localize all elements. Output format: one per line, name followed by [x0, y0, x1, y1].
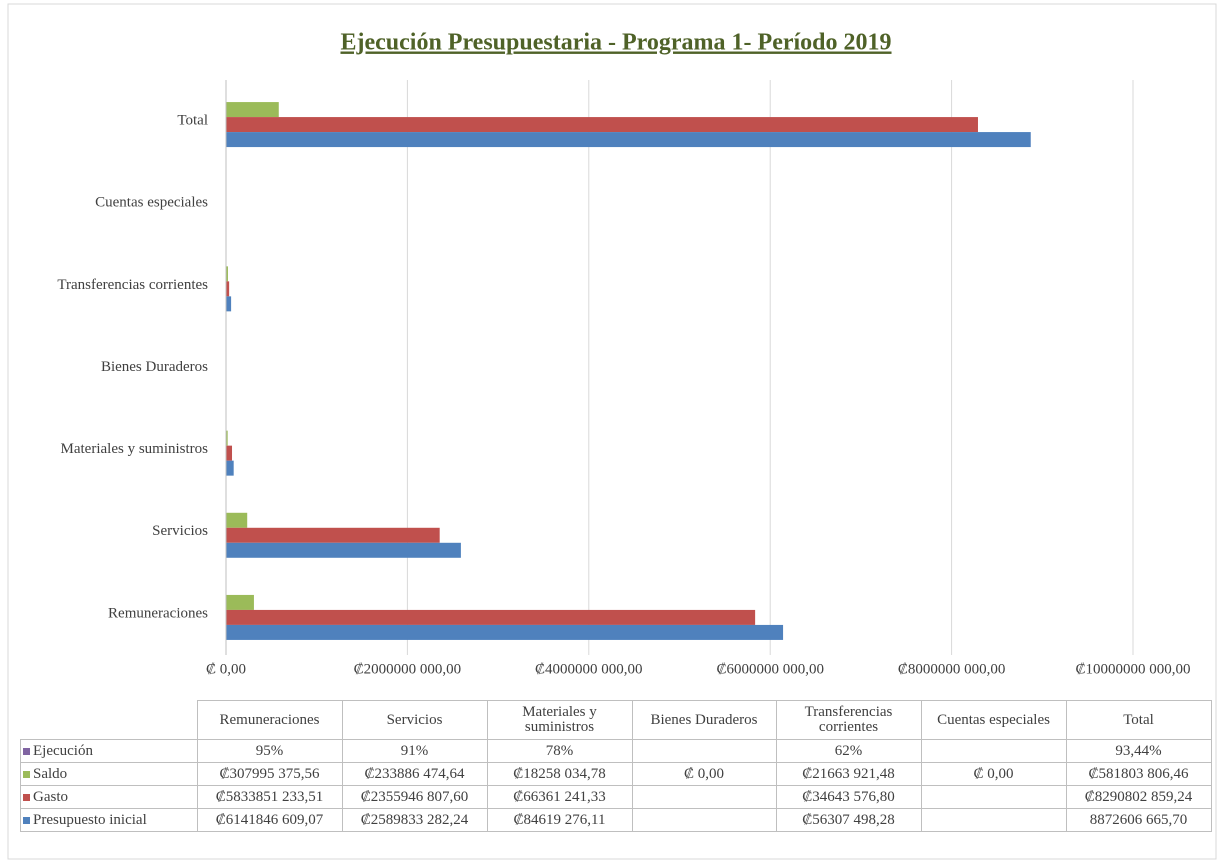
table-cell: ₡21663 921,48	[775, 762, 922, 786]
data-table: Remuneraciones Servicios Materiales y sumi…	[20, 700, 1212, 832]
table-cell: ₡5833851 233,51	[196, 785, 343, 809]
table-header-cell: Cuentas especiales	[920, 700, 1067, 740]
table-series-cell: Ejecución	[20, 739, 198, 763]
table-cell: ₡ 0,00	[920, 762, 1067, 786]
table-row: Ejecución 95% 91% 78% 62% 93,44%	[20, 739, 1212, 763]
bar	[226, 542, 461, 558]
table-cell: ₡ 0,00	[631, 762, 777, 786]
legend-label: Presupuesto inicial	[33, 811, 147, 828]
table-corner	[20, 700, 198, 740]
table-cell	[920, 739, 1067, 763]
table-cell: ₡2355946 807,60	[341, 785, 488, 809]
table-cell	[631, 808, 777, 832]
table-cell	[631, 785, 777, 809]
legend-swatch	[23, 747, 30, 755]
table-header-cell: Bienes Duraderos	[631, 700, 777, 740]
table-cell: ₡18258 034,78	[486, 762, 633, 786]
table-cell: ₡8290802 859,24	[1065, 785, 1212, 809]
table-cell: 91%	[341, 739, 488, 763]
table-cell: ₡84619 276,11	[486, 808, 633, 832]
table-series-cell: Gasto	[20, 785, 198, 809]
bar	[226, 266, 228, 282]
y-tick-label: Servicios	[152, 523, 208, 539]
table-cell: ₡307995 375,56	[196, 762, 343, 786]
table-header-row: Remuneraciones Servicios Materiales y sumi…	[20, 700, 1212, 740]
table-cell: 78%	[486, 739, 633, 763]
bar	[226, 296, 232, 312]
table-cell: ₡66361 241,33	[486, 785, 633, 809]
y-tick-label: Materiales y suministros	[61, 441, 209, 457]
bar	[226, 460, 234, 476]
chart-frame	[7, 3, 1217, 860]
table-cell: ₡6141846 609,07	[196, 808, 343, 832]
x-tick-label: ₡2000000 000,00	[354, 661, 462, 677]
bar	[226, 281, 230, 297]
table-series-cell: Presupuesto inicial	[20, 808, 198, 832]
table-row: Presupuesto inicial ₡6141846 609,07 ₡25898…	[20, 808, 1212, 832]
chart-title: Ejecución Presupuestaria - Programa 1- P…	[340, 30, 891, 56]
table-row: Gasto ₡5833851 233,51 ₡2355946 807,60 ₡6636…	[20, 785, 1212, 809]
table-cell	[920, 785, 1067, 809]
y-tick-label: Bienes Duraderos	[101, 359, 208, 375]
table-cell: ₡34643 576,80	[775, 785, 922, 809]
table-cell: ₡56307 498,28	[775, 808, 922, 832]
table-header-cell: Transferencias corrientes	[775, 700, 922, 740]
bar	[226, 594, 254, 610]
table-header-cell: Remuneraciones	[196, 700, 343, 740]
table-cell: ₡233886 474,64	[341, 762, 488, 786]
legend-label: Ejecución	[33, 742, 93, 759]
legend-label: Saldo	[33, 765, 68, 782]
x-tick-label: ₡4000000 000,00	[535, 661, 643, 677]
bar	[226, 624, 784, 640]
table-row: Saldo ₡307995 375,56 ₡233886 474,64 ₡18258 …	[20, 762, 1212, 786]
table-cell: ₡581803 806,46	[1065, 762, 1212, 786]
bar	[226, 512, 248, 528]
legend-swatch	[23, 770, 30, 778]
y-tick-label: Total	[177, 113, 208, 129]
bar	[226, 445, 233, 461]
legend-label: Gasto	[33, 788, 68, 805]
x-tick-label: ₡ 0,00	[206, 661, 246, 677]
x-tick-label: ₡6000000 000,00	[716, 661, 824, 677]
legend-swatch	[23, 816, 30, 824]
table-header-cell: Servicios	[341, 700, 488, 740]
table-header-cell: Materiales y suministros	[486, 700, 633, 740]
legend-swatch	[23, 793, 30, 801]
bar	[226, 527, 440, 543]
table-cell	[920, 808, 1067, 832]
table-cell	[631, 739, 777, 763]
table-cell: 95%	[196, 739, 343, 763]
table-series-cell: Saldo	[20, 762, 198, 786]
y-tick-label: Remuneraciones	[108, 605, 208, 621]
table-header-cell: Total	[1065, 700, 1212, 740]
table-cell: 8872606 665,70	[1065, 808, 1212, 832]
x-tick-label: ₡8000000 000,00	[898, 661, 1006, 677]
bar	[226, 132, 1031, 148]
y-tick-label: Cuentas especiales	[95, 195, 208, 211]
x-tick-label: ₡10000000 000,00	[1075, 661, 1190, 677]
bar	[226, 102, 279, 118]
bar	[226, 430, 228, 446]
bar	[226, 609, 756, 625]
table-cell: 93,44%	[1065, 739, 1212, 763]
y-tick-label: Transferencias corrientes	[57, 277, 208, 293]
table-cell: ₡2589833 282,24	[341, 808, 488, 832]
table-cell: 62%	[775, 739, 922, 763]
bar	[226, 117, 978, 133]
